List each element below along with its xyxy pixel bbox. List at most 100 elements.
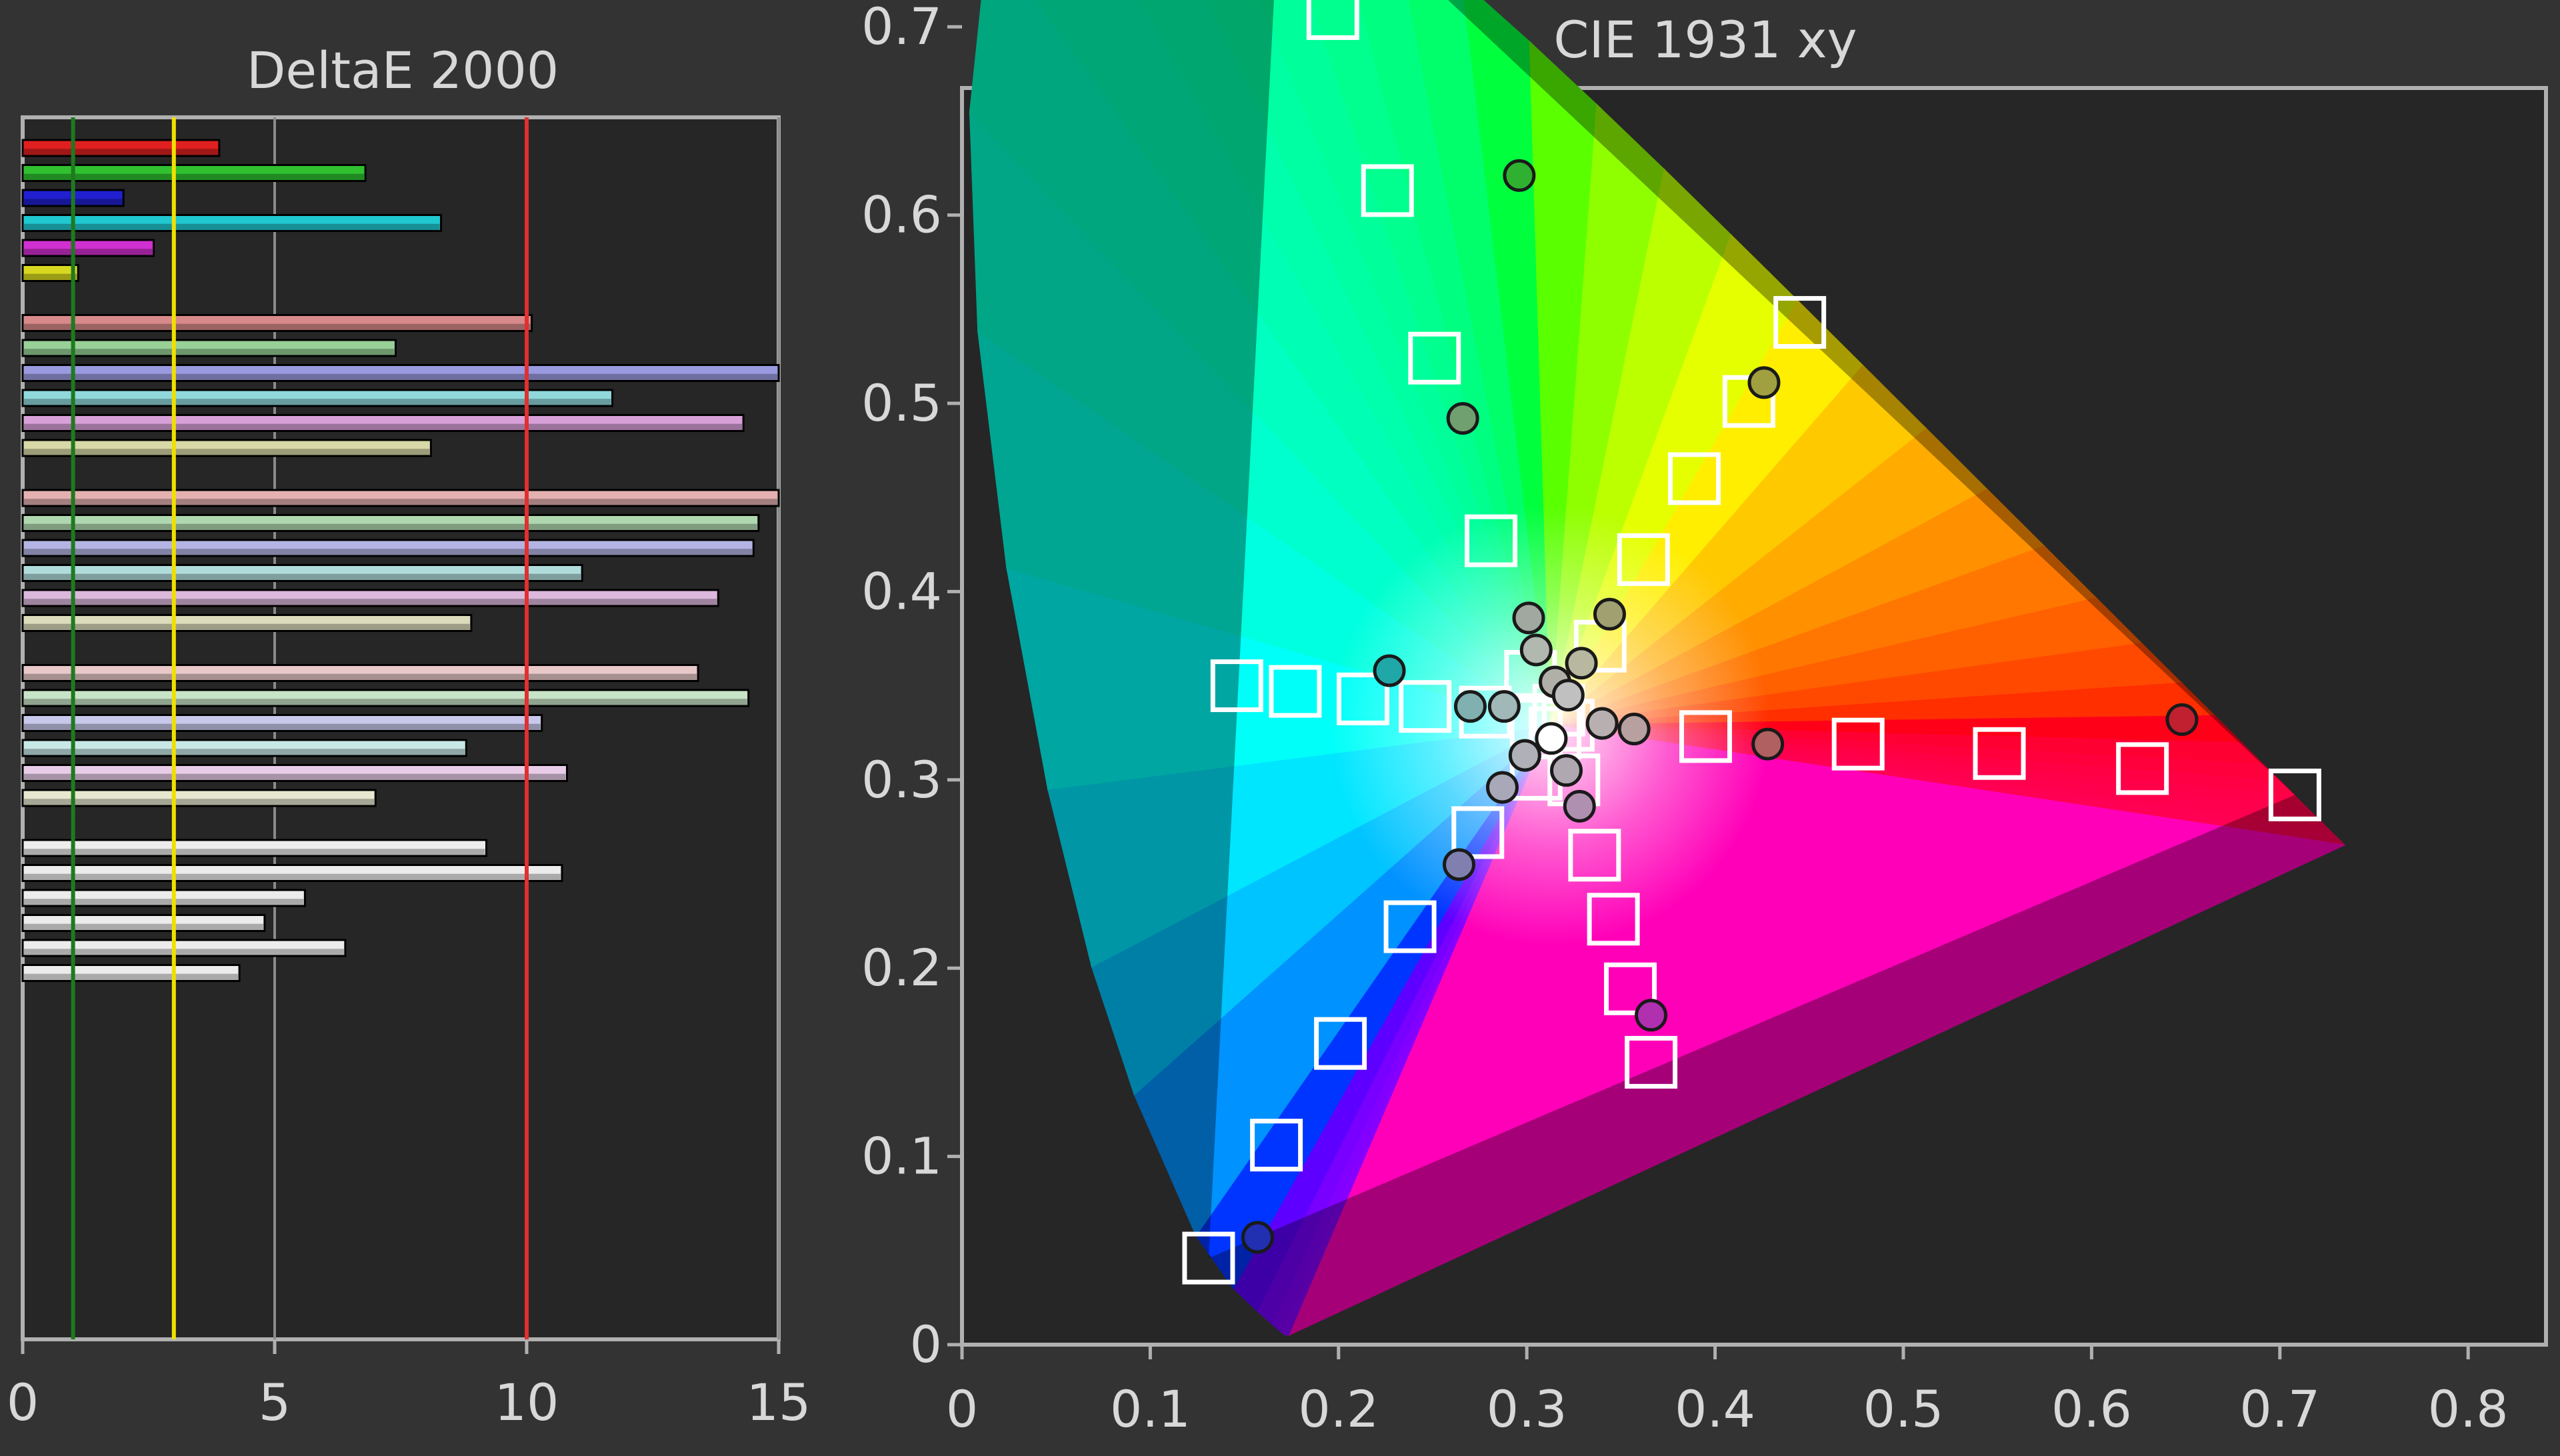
measurement-point: [1241, 1221, 1274, 1254]
deltae-bar: [21, 764, 568, 782]
x-tick-label: 0.1: [1110, 1379, 1191, 1439]
target-square: [1451, 806, 1505, 859]
deltae-bar: [21, 964, 241, 982]
deltae-bar-shade: [24, 623, 470, 631]
deltae-bar: [21, 139, 221, 157]
target-square: [1269, 665, 1322, 718]
deltae-bar: [21, 314, 533, 332]
deltae-bar-shade: [24, 949, 344, 955]
deltae-bar-shade: [24, 699, 747, 705]
target-square: [1361, 164, 1414, 217]
deltae-bar: [21, 164, 367, 182]
target-square: [1306, 0, 1359, 40]
target-square: [1568, 829, 1621, 882]
target-square: [1831, 717, 1885, 771]
x-tick-label: 0.3: [1487, 1379, 1567, 1439]
deltae-bar-shade: [24, 523, 757, 531]
cie-chart: 0 0.1 0.2 0.3 0.4 0.5 0.6 0.7 0.8 0 0.1 0.2 0.3 0.4 0.…: [861, 0, 2509, 1439]
deltae-chart-title: DeltaE 2000: [247, 41, 559, 100]
deltae-bar-shade: [24, 923, 263, 931]
deltae-bar-shade: [24, 323, 531, 331]
target-square: [1465, 514, 1518, 567]
deltae-bar: [21, 339, 397, 357]
target-square: [1973, 727, 2026, 780]
deltae-bar: [21, 389, 614, 407]
x-tick-label: 0: [7, 1373, 39, 1432]
measurement-point: [1508, 739, 1541, 772]
y-tick-label: 0: [910, 1315, 942, 1374]
measurement-point: [1585, 707, 1619, 740]
measurement-point: [1565, 647, 1598, 680]
deltae-bar: [21, 864, 563, 882]
x-tick-label: 0.5: [1863, 1379, 1944, 1439]
deltae-bar: [21, 489, 780, 507]
y-tick-label: 0.1: [861, 1127, 942, 1186]
y-tick-label: 0.7: [861, 0, 942, 56]
measurement-point: [1519, 633, 1553, 667]
deltae-bar-shade: [24, 549, 753, 555]
deltae-bar: [21, 239, 155, 257]
deltae-bar: [21, 539, 755, 557]
measurement-point: [1453, 690, 1487, 723]
measurement-point: [1751, 727, 1785, 761]
target-square: [1679, 710, 1732, 763]
deltae-bar: [21, 414, 745, 432]
deltae-bar-shade: [24, 973, 239, 981]
y-tick-label: 0.2: [861, 938, 942, 997]
deltae-bar: [21, 889, 306, 907]
measurement-point: [1443, 848, 1476, 881]
measurement-point: [2165, 703, 2199, 736]
deltae-bar-shade: [24, 723, 541, 731]
measurement-point: [1503, 159, 1536, 192]
deltae-bar-shade: [24, 799, 375, 805]
deltae-bar: [21, 689, 750, 707]
deltae-bar-shade: [24, 773, 566, 781]
deltae-bar-shade: [24, 373, 777, 381]
x-tick-label: 5: [259, 1373, 291, 1432]
target-square: [2116, 742, 2169, 795]
target-square: [1337, 672, 1390, 725]
cie-out-of-gamut-shade: [969, 0, 2345, 1336]
target-square: [1383, 900, 1437, 953]
deltae-chart: 0 5 10 15: [7, 117, 811, 1432]
deltae-bar: [21, 914, 266, 932]
deltae-bar: [21, 789, 377, 807]
deltae-bar: [21, 589, 719, 607]
deltae-bar: [21, 364, 780, 382]
measurement-point: [1512, 601, 1545, 635]
deltae-bar-shade: [24, 849, 485, 855]
deltae-bar-shade: [24, 173, 365, 181]
measurement-point: [1563, 789, 1596, 823]
measurement-point: [1446, 402, 1479, 435]
deltae-bar: [21, 614, 473, 632]
measurement-point: [1487, 690, 1521, 723]
deltae-bar-shade: [24, 499, 777, 505]
target-square: [1617, 533, 1670, 586]
target-square: [1182, 1231, 1235, 1285]
target-square: [1625, 1035, 1678, 1089]
target-square: [1399, 680, 1452, 733]
deltae-bar: [21, 664, 699, 682]
target-square: [1314, 1017, 1367, 1070]
deltae-bar-shade: [24, 899, 304, 905]
deltae-bar-shade: [24, 273, 77, 281]
deltae-bar: [21, 564, 583, 582]
deltae-bar: [21, 839, 488, 857]
x-tick-label: 0.6: [2051, 1379, 2132, 1439]
x-tick-label: 0.8: [2428, 1379, 2509, 1439]
deltae-bar: [21, 714, 543, 732]
measurement-point: [1550, 754, 1583, 787]
deltae-bar-shade: [24, 399, 611, 405]
measurement-point: [1535, 722, 1568, 755]
y-tick-label: 0.6: [861, 185, 942, 245]
deltae-bar: [21, 514, 760, 532]
x-tick-label: 0.4: [1675, 1379, 1755, 1439]
x-tick-label: 0.2: [1298, 1379, 1379, 1439]
deltae-bar-shade: [24, 749, 465, 755]
deltae-bar-shade: [24, 673, 697, 681]
deltae-bar: [21, 739, 467, 757]
target-square: [1773, 296, 1827, 349]
deltae-bar-shade: [24, 423, 743, 431]
